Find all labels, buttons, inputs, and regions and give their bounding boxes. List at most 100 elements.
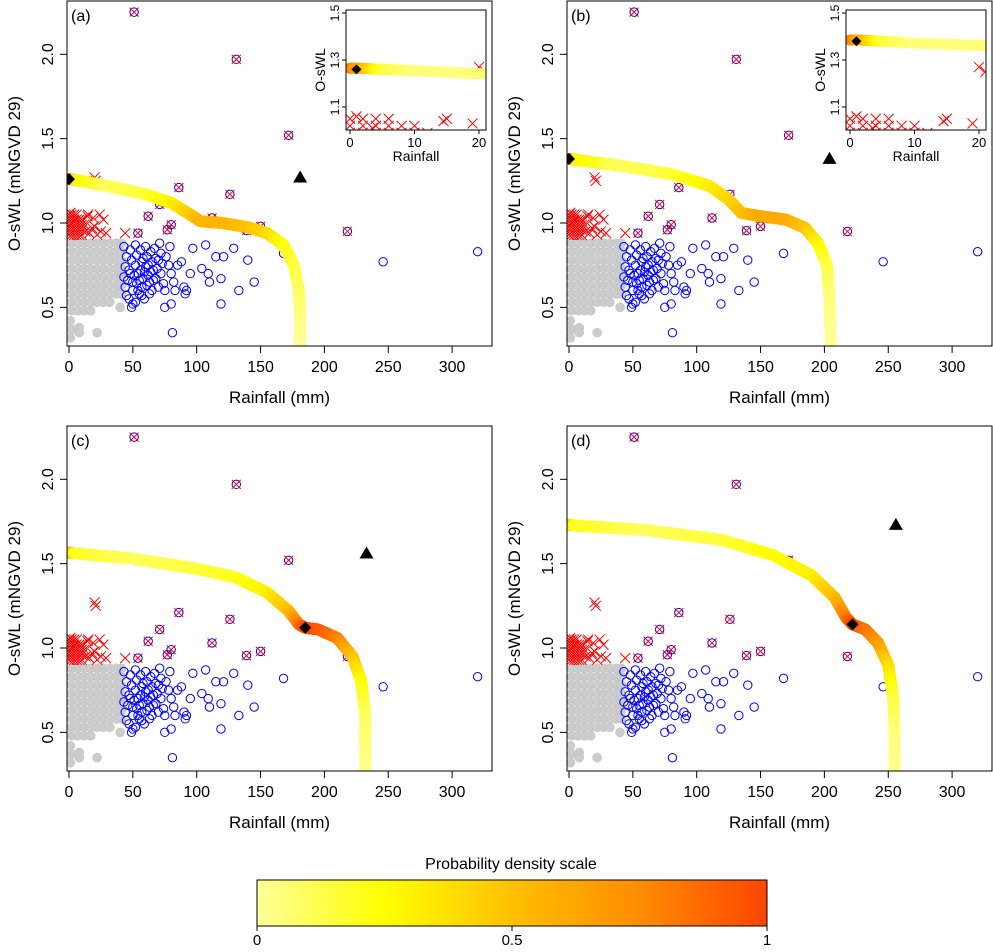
y-axis-title: O-sWL (mNGVD 29) <box>5 96 24 251</box>
gray-point <box>93 753 102 762</box>
red-cross-point <box>620 653 630 663</box>
blue-circle-point <box>689 669 697 677</box>
panel-label: (a) <box>71 8 91 25</box>
y-axis-title: O-sWL (mNGVD 29) <box>5 521 24 676</box>
inset-y-axis-title: O-sWL <box>812 48 828 92</box>
blue-circle-point <box>244 256 252 264</box>
x-tick-label: 200 <box>311 784 338 801</box>
triangle-marker <box>823 152 837 164</box>
blue-circle-point <box>730 669 738 677</box>
gray-point <box>117 672 126 681</box>
blue-circle-point <box>168 753 176 761</box>
blue-circle-point <box>250 703 258 711</box>
joint-extreme-cross <box>843 227 852 236</box>
isoline-density-curve <box>359 764 371 776</box>
gray-point <box>116 728 125 737</box>
colorbar-tick-label: 0 <box>253 932 261 947</box>
joint-extreme-cross <box>133 654 142 663</box>
blue-circle-point <box>219 678 227 686</box>
blue-circle-point <box>631 241 639 249</box>
red-cross-point <box>579 645 589 655</box>
red-cross-point <box>98 215 108 225</box>
gray-point <box>605 723 614 732</box>
x-tick-label: 150 <box>747 359 774 376</box>
blue-circle-point <box>779 249 787 257</box>
gray-point <box>105 723 114 732</box>
joint-extreme-cross <box>155 625 164 634</box>
gray-point <box>586 306 595 315</box>
inset-red-cross-point <box>871 135 881 145</box>
blue-circle-point <box>168 328 176 336</box>
joint-extreme-cross <box>633 229 642 238</box>
blue-circle-point <box>212 678 220 686</box>
x-axis-title: Rainfall (mm) <box>729 813 830 832</box>
x-tick-label: 300 <box>939 784 966 801</box>
x-tick-label: 250 <box>875 784 902 801</box>
triangle-marker <box>889 518 903 530</box>
gray-point <box>117 247 126 256</box>
joint-extreme-cross <box>343 227 352 236</box>
inset-red-cross-point <box>429 137 439 147</box>
inset-x-tick-label: 20 <box>472 135 486 150</box>
blue-circle-point <box>779 674 787 682</box>
joint-extreme-cross <box>284 556 293 565</box>
inset-density-curve <box>482 69 493 80</box>
blue-circle-point <box>170 703 178 711</box>
blue-circle-point <box>186 269 194 277</box>
inset-red-cross-point <box>871 142 881 152</box>
blue-circle-point <box>217 274 225 282</box>
red-cross-point <box>91 601 101 611</box>
blue-circle-point <box>973 672 981 680</box>
y-tick-label: 0.5 <box>40 296 57 318</box>
blue-circle-point <box>161 728 169 736</box>
blue-circle-point <box>705 703 713 711</box>
blue-circle-point <box>973 247 981 255</box>
inset-red-cross-point <box>358 135 368 145</box>
blue-circle-point <box>652 274 660 282</box>
gray-point <box>105 298 114 307</box>
blue-circle-point <box>189 669 197 677</box>
x-tick-label: 200 <box>811 784 838 801</box>
panel-label: (c) <box>71 433 90 450</box>
blue-circle-point <box>230 244 238 252</box>
inset-red-cross-point <box>448 140 458 150</box>
blue-circle-point <box>735 711 743 719</box>
gray-point <box>75 328 84 337</box>
inset-red-cross-point <box>884 135 894 145</box>
joint-extreme-cross <box>284 131 293 140</box>
blue-circle-point <box>750 278 758 286</box>
blue-circle-point <box>131 666 139 674</box>
blue-circle-point <box>730 244 738 252</box>
inset-red-cross-point <box>461 133 471 143</box>
red-cross-point <box>120 653 130 663</box>
blue-circle-point <box>235 711 243 719</box>
blue-circle-point <box>719 678 727 686</box>
blue-circle-point <box>244 681 252 689</box>
blue-circle-point <box>670 278 678 286</box>
blue-circle-point <box>661 728 669 736</box>
red-cross-point <box>590 597 600 607</box>
blue-circle-point <box>705 278 713 286</box>
inset-red-cross-point <box>358 142 368 152</box>
inset-red-cross-point <box>897 135 907 145</box>
joint-extreme-cross <box>225 190 234 199</box>
x-tick-label: 200 <box>311 359 338 376</box>
blue-circle-point <box>167 269 175 277</box>
gray-point <box>617 289 626 298</box>
inset-y-axis-title: O-sWL <box>312 48 328 92</box>
red-cross-point <box>583 635 593 645</box>
inset-red-cross-point <box>371 142 381 152</box>
x-tick-label: 300 <box>439 784 466 801</box>
blue-circle-point <box>712 678 720 686</box>
gray-point <box>93 328 102 337</box>
blue-circle-point <box>204 269 212 277</box>
joint-extreme-cross <box>174 608 183 617</box>
inset-red-cross-point <box>397 135 407 145</box>
panel-label: (b) <box>571 8 591 25</box>
joint-extreme-cross <box>144 637 153 646</box>
isoline-density-curve <box>294 339 306 351</box>
x-tick-label: 150 <box>247 359 274 376</box>
joint-extreme-cross <box>742 651 751 660</box>
joint-extreme-cross <box>843 652 852 661</box>
